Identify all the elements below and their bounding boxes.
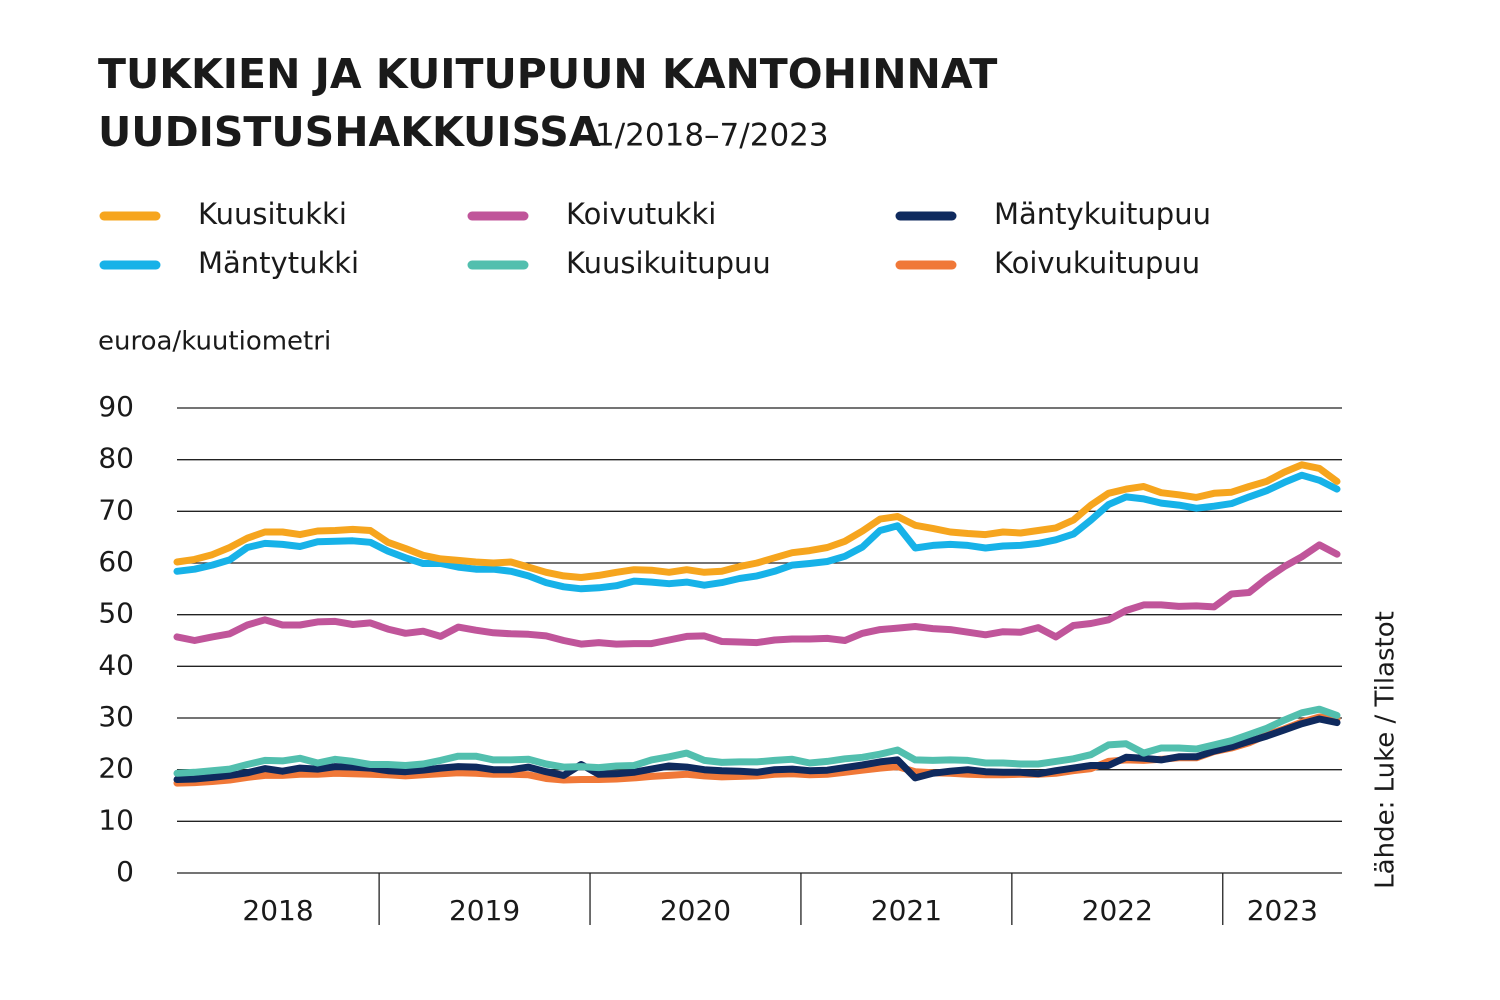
y-tick-label: 80 xyxy=(98,442,134,475)
y-tick-label: 90 xyxy=(98,390,134,423)
y-tick-label: 30 xyxy=(98,700,134,733)
series-line xyxy=(173,461,1341,581)
y-tick-label: 20 xyxy=(98,752,134,785)
x-tick-label: 2023 xyxy=(1247,894,1318,927)
y-tick-label: 0 xyxy=(116,855,134,888)
y-tick-label: 50 xyxy=(98,597,134,630)
chart-title: UUDISTUSHAKKUISSA xyxy=(98,108,601,156)
chart-title: TUKKIEN JA KUITUPUUN KANTOHINNAT xyxy=(98,50,997,98)
series-line xyxy=(173,541,1341,648)
chart-subtitle: 1/2018–7/2023 xyxy=(595,118,829,154)
y-tick-label: 60 xyxy=(98,545,134,578)
x-tick-label: 2022 xyxy=(1082,894,1153,927)
x-tick-label: 2019 xyxy=(449,894,520,927)
y-tick-label: 40 xyxy=(98,648,134,681)
legend-label: Mäntykuitupuu xyxy=(994,197,1211,231)
series-line xyxy=(173,705,1341,777)
y-tick-label: 10 xyxy=(98,803,134,836)
x-tick-label: 2020 xyxy=(660,894,731,927)
legend-label: Kuusikuitupuu xyxy=(566,246,771,280)
source: Lähde: Luke / Tilastot xyxy=(1371,611,1401,889)
y-axis-label: euroa/kuutiometri xyxy=(98,327,331,357)
legend-label: Koivukuitupuu xyxy=(994,246,1200,280)
series-line xyxy=(173,715,1341,783)
y-tick-label: 70 xyxy=(98,493,134,526)
legend-label: Koivutukki xyxy=(566,197,716,231)
x-tick-label: 2021 xyxy=(871,894,942,927)
legend-label: Kuusitukki xyxy=(198,197,347,231)
legend-label: Mäntytukki xyxy=(198,246,359,280)
series-line xyxy=(173,471,1341,593)
x-tick-label: 2018 xyxy=(242,894,313,927)
